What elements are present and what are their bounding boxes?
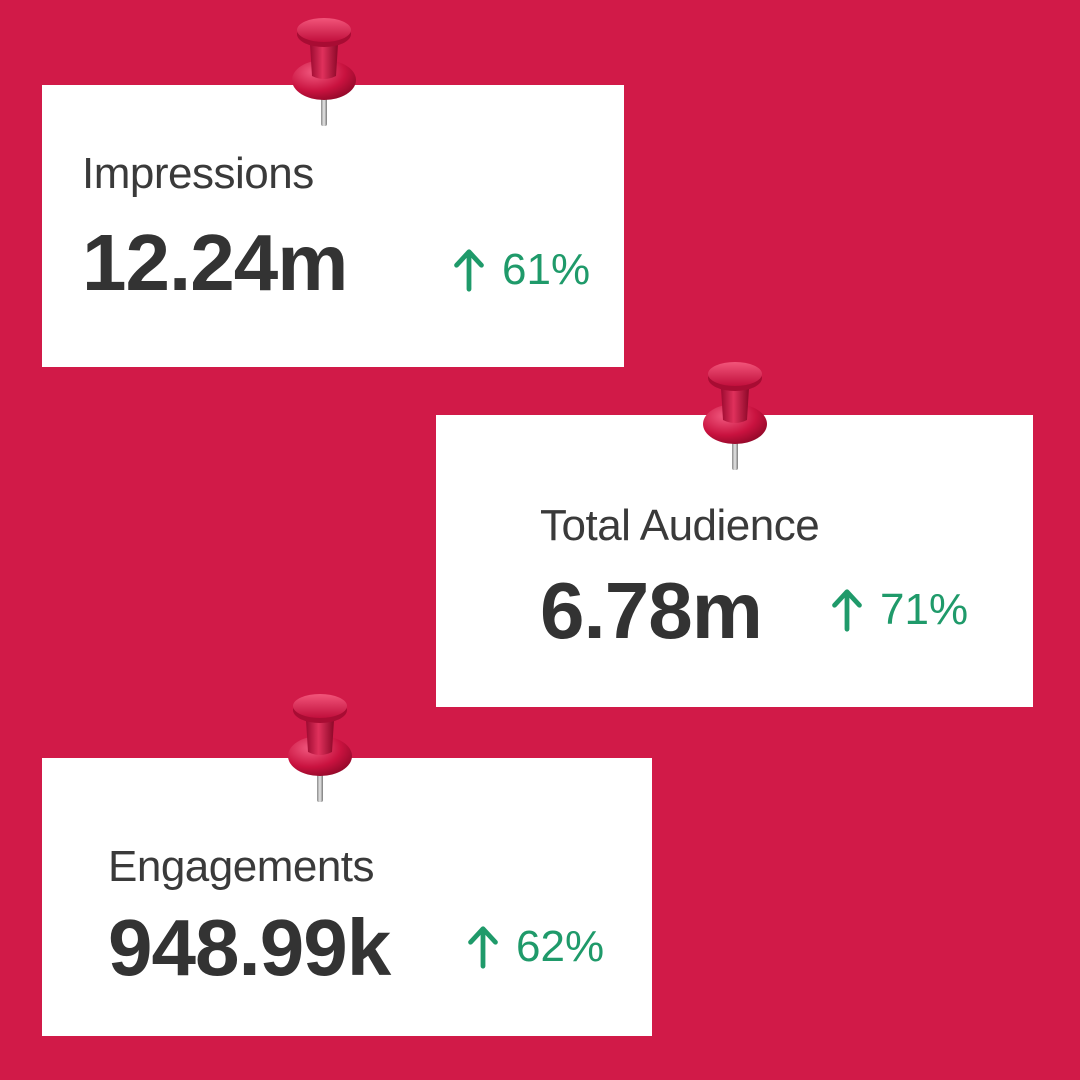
metric-change: 61% [452, 245, 590, 295]
metric-value: 6.78m [540, 566, 763, 655]
metric-label: Engagements [108, 842, 375, 891]
metric-change: 71% [830, 585, 968, 635]
arrow-up-icon [466, 924, 500, 970]
metric-card-engagements: Engagements 948.99k 62% [42, 758, 652, 1036]
change-percent: 71% [880, 585, 969, 634]
pushpin-icon [288, 694, 352, 802]
arrow-up-icon [830, 587, 864, 633]
metric-card-impressions: Impressions 12.24m 61% [42, 85, 624, 367]
metric-label: Impressions [82, 149, 314, 198]
metric-value: 12.24m [82, 218, 348, 307]
metric-change: 62% [466, 922, 604, 972]
change-percent: 62% [516, 922, 605, 971]
change-percent: 61% [502, 245, 591, 294]
pushpin-icon [292, 18, 356, 126]
metric-label: Total Audience [540, 501, 820, 550]
arrow-up-icon [452, 247, 486, 293]
metric-value: 948.99k [108, 903, 391, 992]
pushpin-icon [703, 362, 767, 470]
